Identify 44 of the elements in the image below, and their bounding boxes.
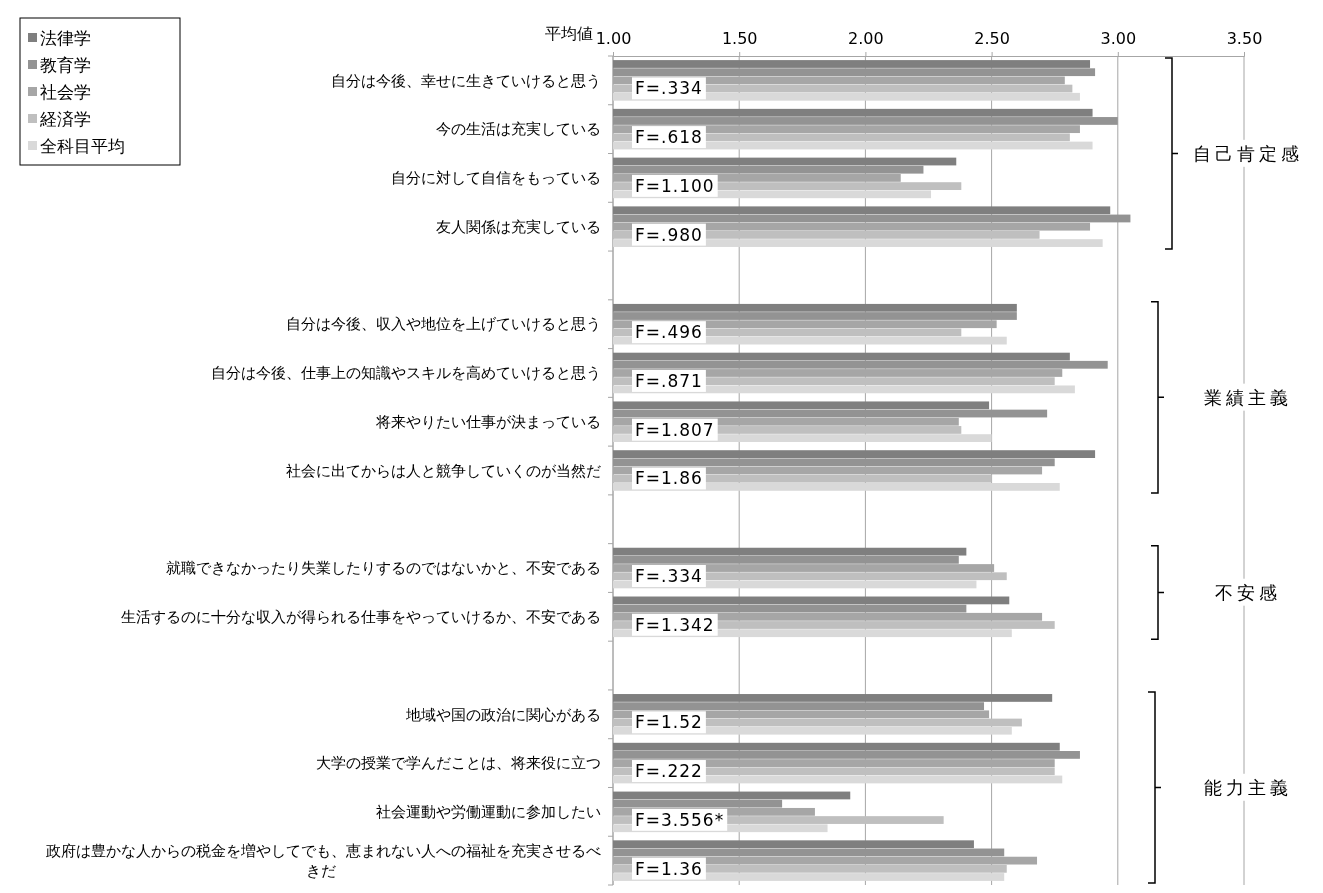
annotation: F=3.556* (635, 809, 725, 830)
legend-label: 法律学 (40, 27, 91, 48)
annotation: F=.334 (635, 565, 703, 586)
annotation: 能力主義 (1204, 776, 1292, 798)
y-tick-label: 政府は豊かな人からの税金を増やしてでも、恵まれない人への福祉を充実させるべきだ (46, 841, 601, 880)
y-tick-label: 社会運動や労働運動に参加したい (376, 803, 601, 822)
annotation: 業績主義 (1204, 386, 1292, 408)
y-tick-label: 自分は今後、幸せに生きていけると思う (331, 71, 601, 90)
annotation: F=1.807 (635, 419, 715, 440)
annotation: F=.222 (635, 761, 703, 782)
y-tick-label: 地域や国の政治に関心がある (405, 705, 601, 724)
annotation: F=.334 (635, 78, 703, 99)
annotation: 不安感 (1215, 581, 1281, 603)
annotation: F=1.342 (635, 614, 715, 635)
y-tick-label: 生活するのに十分な収入が得られる仕事をやっていけるか、不安である (121, 608, 601, 627)
x-axis-title: 平均値 (545, 24, 593, 43)
legend-label: 社会学 (40, 81, 91, 102)
y-tick-label: 大学の授業で学んだことは、将来役に立つ (316, 754, 601, 773)
legend-label: 経済学 (39, 108, 91, 129)
y-tick-label: 社会に出てからは人と競争していくのが当然だ (286, 461, 601, 480)
x-tick-label: 2.50 (974, 29, 1010, 49)
annotation: F=.980 (635, 224, 703, 245)
annotation: F=1.52 (635, 712, 703, 733)
annotation: F=.496 (635, 322, 703, 343)
annotation: F=1.36 (635, 858, 703, 879)
legend-label: 全科目平均 (40, 135, 125, 156)
y-tick-label: 自分に対して自信をもっている (391, 169, 601, 188)
annotation: F=.618 (635, 127, 703, 148)
x-tick-label: 3.00 (1100, 29, 1137, 49)
annotation: F=.871 (635, 370, 703, 391)
y-tick-label: 将来やりたい仕事が決まっている (375, 412, 601, 431)
x-tick-label: 1.00 (595, 29, 632, 49)
annotation: 自己肯定感 (1193, 142, 1303, 164)
y-tick-label: 自分は今後、収入や地位を上げていけると思う (286, 315, 601, 334)
x-tick-label: 3.50 (1226, 29, 1263, 49)
legend-label: 教育学 (40, 54, 91, 75)
y-tick-label: 友人関係は充実している (436, 217, 601, 236)
x-tick-label: 1.50 (721, 29, 758, 49)
annotation: F=1.86 (635, 468, 703, 489)
y-tick-label: 今の生活は充実している (436, 120, 601, 139)
y-tick-label: 自分は今後、仕事上の知識やスキルを高めていけると思う (211, 364, 601, 383)
annotation: F=1.100 (635, 175, 715, 196)
y-tick-label: 就職できなかったり失業したりするのではないかと、不安である (166, 559, 601, 578)
x-tick-label: 2.00 (848, 29, 884, 49)
